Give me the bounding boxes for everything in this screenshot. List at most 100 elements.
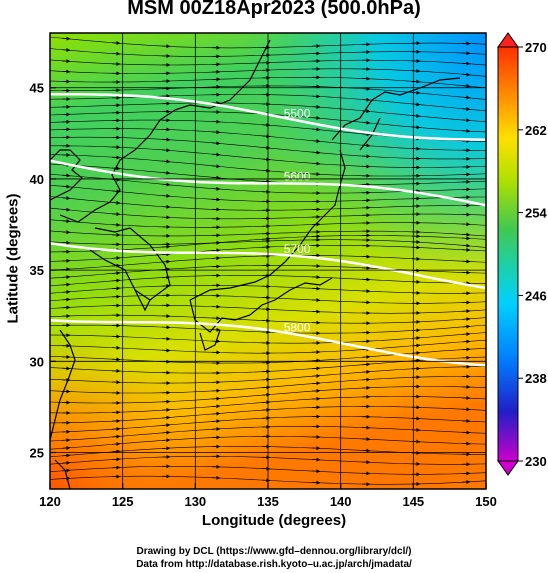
colorbar-max-triangle — [497, 32, 519, 48]
flow-arrow — [311, 388, 321, 393]
credit-data: Data from http://database.rish.kyoto–u.a… — [136, 559, 412, 570]
flow-arrow — [461, 83, 471, 88]
flow-arrow — [61, 275, 71, 280]
flow-arrow — [261, 168, 271, 173]
contour-label: 5700 — [284, 242, 311, 256]
flow-arrow — [61, 196, 71, 201]
flow-arrow — [311, 286, 321, 291]
flow-arrow — [311, 161, 321, 166]
flow-arrow — [161, 407, 171, 412]
flow-arrow — [361, 97, 371, 102]
flow-arrow — [461, 128, 471, 133]
contour-line — [50, 159, 486, 207]
flow-arrow — [111, 41, 121, 46]
flow-arrow — [161, 159, 171, 164]
flow-arrow — [161, 430, 171, 435]
contour-line — [50, 92, 486, 141]
flow-arrow — [61, 184, 71, 189]
contour-label: 5600 — [284, 170, 311, 184]
flow-arrow — [311, 139, 321, 144]
flow-arrow — [361, 354, 371, 359]
flow-arrow — [61, 297, 71, 302]
flow-arrow — [311, 104, 321, 109]
flow-arrow — [161, 148, 171, 153]
flow-arrow — [61, 173, 71, 178]
y-tick-label: 25 — [30, 446, 44, 461]
flow-arrow — [311, 457, 321, 462]
flow-arrow — [311, 373, 321, 378]
flow-arrow — [61, 305, 71, 310]
flow-arrow — [161, 170, 171, 175]
flow-arrow — [261, 377, 271, 382]
colorbar-tick-label: 254 — [525, 206, 547, 221]
flow-arrow — [161, 137, 171, 142]
flow-arrow — [361, 109, 371, 114]
flow-arrow — [61, 230, 71, 235]
flow-arrow — [61, 59, 71, 64]
flow-arrow — [461, 324, 471, 329]
flow-arrow — [211, 427, 221, 432]
flow-arrow — [161, 438, 171, 443]
contour-line — [50, 319, 486, 367]
flow-arrow — [111, 457, 121, 462]
flow-arrow — [361, 132, 371, 137]
flow-arrow — [211, 141, 221, 146]
flow-arrow — [211, 419, 221, 424]
flow-arrow — [111, 434, 121, 439]
map-title: MSM 00Z18Apr2023 (500.0hPa) — [127, 0, 421, 19]
flow-arrow — [111, 426, 121, 431]
flow-arrow — [211, 411, 221, 416]
credit-drawing: Drawing by DCL (https://www.gfd–dennou.o… — [136, 546, 412, 557]
flow-arrow — [211, 256, 221, 261]
contour-line — [50, 241, 486, 290]
flow-arrow — [311, 366, 321, 371]
colorbar-tick-label: 246 — [525, 288, 547, 303]
flow-arrow — [111, 256, 121, 261]
flow-arrow — [161, 244, 171, 249]
flow-arrow — [61, 47, 71, 52]
flow-arrow — [311, 150, 321, 155]
y-tick-label: 30 — [30, 354, 44, 369]
flow-arrow — [361, 369, 371, 374]
flow-arrow — [211, 130, 221, 135]
flow-arrow — [211, 152, 221, 157]
flow-arrow — [161, 423, 171, 428]
flow-arrow — [311, 127, 321, 132]
x-tick-label: 140 — [330, 494, 352, 509]
colorbar-min-triangle — [497, 460, 519, 476]
flow-arrow — [461, 95, 471, 100]
flow-arrow — [111, 271, 121, 276]
y-axis-title: Latitude (degrees) — [4, 193, 22, 324]
x-axis-title: Longitude (degrees) — [201, 512, 347, 529]
flow-arrow — [211, 396, 221, 401]
flow-arrow — [261, 157, 271, 162]
x-tick-label: 120 — [39, 494, 61, 509]
flow-arrow — [261, 385, 271, 390]
colorbar-tick-label: 262 — [525, 123, 547, 138]
colorbar-tick-label: 238 — [525, 371, 547, 386]
x-tick-label: 130 — [184, 494, 206, 509]
flow-arrow — [461, 339, 471, 344]
contour-label: 5800 — [284, 321, 311, 335]
flow-arrow — [161, 182, 171, 187]
colorbar-tick-label: 270 — [525, 40, 547, 55]
flow-arrow — [61, 438, 71, 443]
flow-arrow — [111, 155, 121, 160]
flow-arrow — [61, 207, 71, 212]
x-tick-label: 125 — [112, 494, 134, 509]
flow-arrow — [111, 449, 121, 454]
flow-arrow — [461, 232, 471, 237]
x-tick-labels: 120 125 130 135 140 145 150 — [39, 494, 497, 509]
flow-arrow — [361, 120, 371, 125]
flow-arrow — [211, 186, 221, 191]
flow-arrow — [211, 248, 221, 253]
flow-arrow — [461, 317, 471, 322]
flow-arrow — [461, 332, 471, 337]
flow-arrow — [311, 115, 321, 120]
flow-arrow — [461, 72, 471, 77]
flow-arrow — [361, 377, 371, 382]
colorbar-tick-labels: 230 238 246 254 262 270 — [518, 40, 547, 469]
flow-arrow — [211, 164, 221, 169]
flow-arrow — [261, 134, 271, 139]
